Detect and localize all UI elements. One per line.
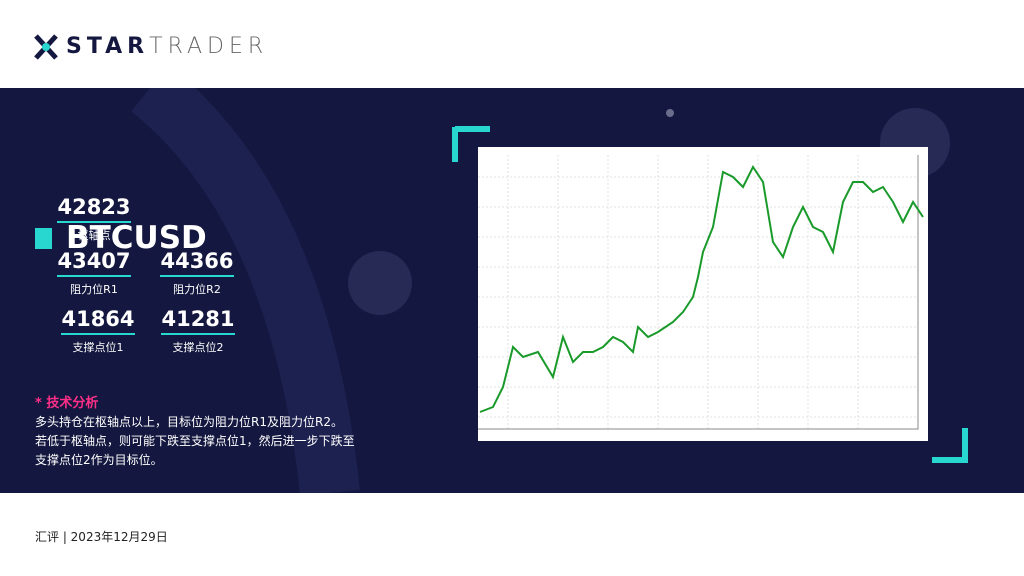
level-label: 支撑点位2 xyxy=(172,341,224,354)
background-decor xyxy=(130,88,968,493)
footer: 汇评 | 2023年12月29日 xyxy=(35,530,168,544)
level-value: 43407 xyxy=(57,249,131,277)
logo: STARTRADER xyxy=(66,34,268,59)
level: 41281 支撑点位2 xyxy=(153,307,243,355)
panel: BTCUSD 42823 枢轴点 43407 阻力位R1 44366 阻力位R2 41… xyxy=(0,88,1024,493)
symbol-marker xyxy=(35,228,52,249)
level-label: 支撑点位1 xyxy=(72,341,124,354)
analysis-text: 多头持仓在枢轴点以上，目标位为阻力位R1及阻力位R2。 若低于枢轴点，则可能下跌… xyxy=(35,413,355,470)
logo-light: TRADER xyxy=(149,34,269,59)
analysis-line: 若低于枢轴点，则可能下跌至支撑点位1，然后进一步下跌至 xyxy=(35,434,355,448)
analysis-title: * 技术分析 xyxy=(35,396,99,411)
level: 42823 枢轴点 xyxy=(49,195,139,243)
symbol: BTCUSD xyxy=(66,220,207,256)
price-chart-image xyxy=(478,147,928,441)
level-value: 41281 xyxy=(161,307,235,335)
level-value: 42823 xyxy=(57,195,131,223)
level-label: 阻力位R1 xyxy=(70,283,118,296)
analysis-line: 支撑点位2作为目标位。 xyxy=(35,453,163,467)
logo-icon xyxy=(34,34,58,60)
level: 41864 支撑点位1 xyxy=(53,307,143,355)
level: 44366 阻力位R2 xyxy=(152,249,242,297)
level-label: 阻力位R2 xyxy=(173,283,221,296)
analysis-line: 多头持仓在枢轴点以上，目标位为阻力位R1及阻力位R2。 xyxy=(35,415,343,429)
level-value: 44366 xyxy=(160,249,234,277)
level-value: 41864 xyxy=(61,307,135,335)
header: STARTRADER xyxy=(0,0,1024,88)
logo-bold: STAR xyxy=(66,34,150,59)
level-label: 枢轴点 xyxy=(77,229,111,242)
level: 43407 阻力位R1 xyxy=(49,249,139,297)
